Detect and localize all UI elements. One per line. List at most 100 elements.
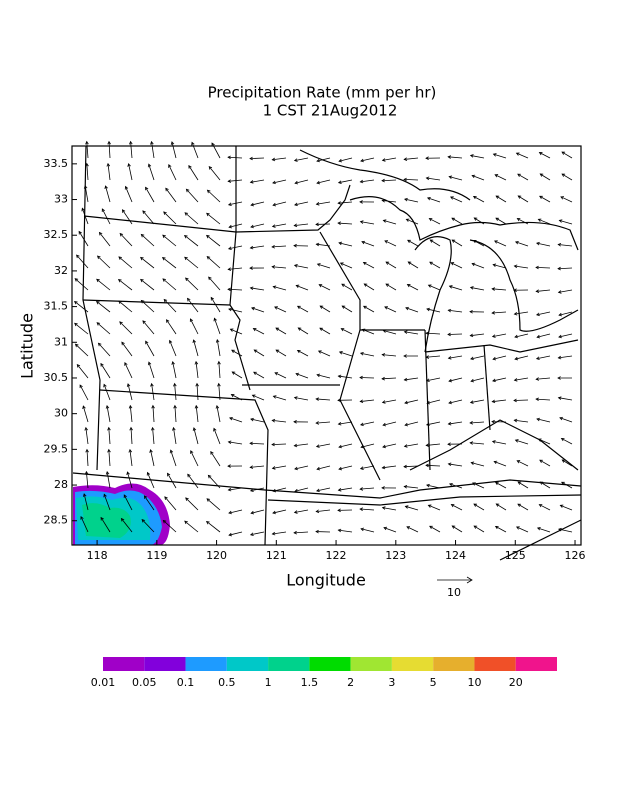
wind-arrow — [536, 289, 551, 292]
wind-arrow — [492, 440, 507, 445]
wind-arrow-head — [141, 518, 146, 523]
wind-arrow-head — [535, 265, 539, 270]
wind-arrow-head — [381, 486, 385, 490]
wind-arrow-head — [129, 426, 133, 431]
wind-arrow — [76, 364, 89, 379]
wind-arrow — [558, 333, 573, 338]
colorbar-label: 5 — [430, 676, 437, 689]
wind-arrow — [407, 239, 419, 247]
wind-arrow-head — [227, 246, 232, 251]
wind-arrow — [451, 504, 463, 511]
wind-arrow — [404, 198, 419, 203]
wind-arrow — [195, 405, 199, 423]
wind-arrow-head — [360, 158, 364, 163]
wind-arrow-head — [249, 180, 254, 184]
wind-arrow-head — [227, 202, 232, 207]
wind-arrow-head — [124, 185, 129, 190]
wind-arrow — [122, 209, 133, 225]
wind-arrow-head — [207, 474, 212, 479]
wind-arrow — [426, 443, 441, 446]
wind-arrow — [362, 329, 375, 335]
wind-arrow-head — [473, 525, 478, 529]
wind-arrow-head — [363, 283, 368, 287]
wind-arrow — [316, 179, 331, 184]
wind-arrow-head — [85, 162, 89, 167]
wind-arrow — [184, 256, 199, 269]
wind-arrow — [145, 187, 155, 203]
wind-arrow-head — [185, 188, 190, 193]
wind-vectors — [74, 140, 573, 537]
wind-arrow-head — [472, 195, 477, 200]
wind-arrow-head — [146, 471, 151, 476]
wind-arrow — [536, 311, 551, 316]
wind-arrow — [470, 333, 485, 337]
wind-arrow — [141, 300, 155, 313]
wind-arrow — [338, 465, 353, 470]
wind-arrow-head — [513, 264, 518, 269]
wind-arrow — [229, 223, 243, 228]
x-tick-label: 124 — [445, 549, 466, 562]
wind-arrow-head — [405, 218, 410, 222]
wind-arrow — [118, 256, 133, 269]
wind-arrow-head — [450, 262, 455, 266]
wind-arrow — [272, 201, 287, 206]
wind-arrow — [127, 383, 133, 401]
wind-arrow — [514, 333, 529, 338]
wind-arrow — [127, 471, 133, 489]
wind-arrow-head — [272, 180, 276, 185]
wind-arrow-head — [315, 397, 320, 401]
wind-arrow-head — [184, 256, 188, 261]
wind-arrow — [539, 195, 551, 203]
wind-arrow-head — [447, 356, 452, 360]
wind-arrow-head — [228, 224, 233, 229]
wind-arrow — [382, 157, 397, 161]
wind-arrow-head — [406, 526, 411, 530]
wind-arrow — [451, 239, 463, 247]
wind-arrow-head — [429, 261, 433, 265]
wind-arrow-head — [404, 505, 409, 509]
wind-arrow-head — [447, 421, 452, 426]
wind-arrow — [228, 201, 243, 206]
wind-arrow — [250, 442, 265, 445]
wind-arrow — [272, 443, 287, 446]
wind-arrow — [472, 482, 485, 489]
wind-arrow — [316, 509, 331, 512]
wind-arrow — [561, 151, 573, 159]
wind-arrow — [360, 528, 375, 533]
wind-arrow — [184, 235, 199, 247]
wind-arrow-head — [558, 219, 563, 223]
wind-arrow — [316, 243, 331, 247]
wind-arrow — [206, 235, 221, 247]
wind-arrow — [360, 221, 375, 225]
x-axis-label: Longitude — [286, 571, 366, 590]
wind-arrow-head — [561, 481, 565, 486]
wind-arrow — [495, 217, 507, 225]
wind-arrow — [536, 242, 551, 247]
y-tick-label: 28.5 — [44, 514, 69, 527]
y-tick-label: 31.5 — [44, 300, 69, 313]
wind-arrow — [103, 384, 111, 401]
wind-arrow-head — [337, 201, 342, 205]
colorbar-box — [474, 657, 516, 671]
wind-arrow — [147, 472, 155, 489]
wind-arrow — [165, 188, 177, 203]
wind-arrow-head — [228, 510, 232, 515]
wind-arrow — [360, 377, 375, 379]
x-tick-label: 122 — [326, 549, 347, 562]
wind-arrow — [339, 351, 353, 357]
wind-arrow-head — [151, 404, 155, 409]
wind-arrow-head — [340, 328, 345, 332]
colorbar-box — [309, 657, 351, 671]
wind-arrow-head — [187, 473, 191, 478]
wind-arrow — [298, 327, 309, 335]
wind-arrow-head — [95, 300, 100, 305]
wind-arrow-head — [448, 400, 452, 405]
wind-arrow-head — [471, 262, 476, 267]
wind-arrow — [190, 450, 199, 467]
wind-arrow-head — [516, 218, 521, 222]
wind-arrow — [361, 443, 375, 448]
colorbar-box — [103, 657, 145, 671]
wind-arrow-head — [117, 278, 122, 283]
wind-arrow — [173, 427, 177, 445]
